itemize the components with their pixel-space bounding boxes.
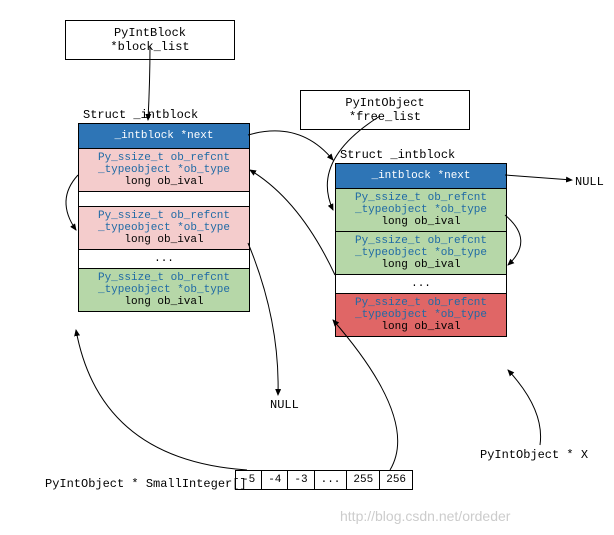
small-int-label: PyIntObject * SmallInteger[] <box>45 477 247 491</box>
small-int-cell: -3 <box>288 471 314 489</box>
small-int-cell: -4 <box>262 471 288 489</box>
struct1-label: Struct _intblock <box>83 108 198 122</box>
small-int-cell: 256 <box>380 471 412 489</box>
null1-label: NULL <box>575 175 604 189</box>
struct1-header: _intblock *next <box>79 124 249 149</box>
struct1: _intblock *next Py_ssize_t ob_refcnt _ty… <box>78 123 250 312</box>
block-list-label: PyIntBlock *block_list <box>110 26 189 54</box>
struct2-header: _intblock *next <box>336 164 506 189</box>
struct2-obj3: Py_ssize_t ob_refcnt _typeobject *ob_typ… <box>336 294 506 336</box>
small-int-cell: ... <box>315 471 348 489</box>
struct1-obj3: Py_ssize_t ob_refcnt _typeobject *ob_typ… <box>79 269 249 311</box>
small-int-table: -5 -4 -3 ... 255 256 <box>235 470 413 490</box>
free-list-box: PyIntObject *free_list <box>300 90 470 130</box>
struct2-obj1: Py_ssize_t ob_refcnt _typeobject *ob_typ… <box>336 189 506 232</box>
struct2-obj2: Py_ssize_t ob_refcnt _typeobject *ob_typ… <box>336 232 506 275</box>
pyint-x-label: PyIntObject * X <box>480 448 588 462</box>
struct1-gap1 <box>79 192 249 207</box>
struct1-obj2: Py_ssize_t ob_refcnt _typeobject *ob_typ… <box>79 207 249 250</box>
small-int-cell: 255 <box>347 471 380 489</box>
struct1-obj1: Py_ssize_t ob_refcnt _typeobject *ob_typ… <box>79 149 249 192</box>
free-list-label: PyIntObject *free_list <box>345 96 424 124</box>
small-int-cell: -5 <box>236 471 262 489</box>
struct2-dots: ... <box>336 275 506 294</box>
watermark: http://blog.csdn.net/ordeder <box>340 508 510 524</box>
struct2: _intblock *next Py_ssize_t ob_refcnt _ty… <box>335 163 507 337</box>
null2-label: NULL <box>270 398 299 412</box>
struct2-label: Struct _intblock <box>340 148 455 162</box>
struct1-dots: ... <box>79 250 249 269</box>
block-list-box: PyIntBlock *block_list <box>65 20 235 60</box>
